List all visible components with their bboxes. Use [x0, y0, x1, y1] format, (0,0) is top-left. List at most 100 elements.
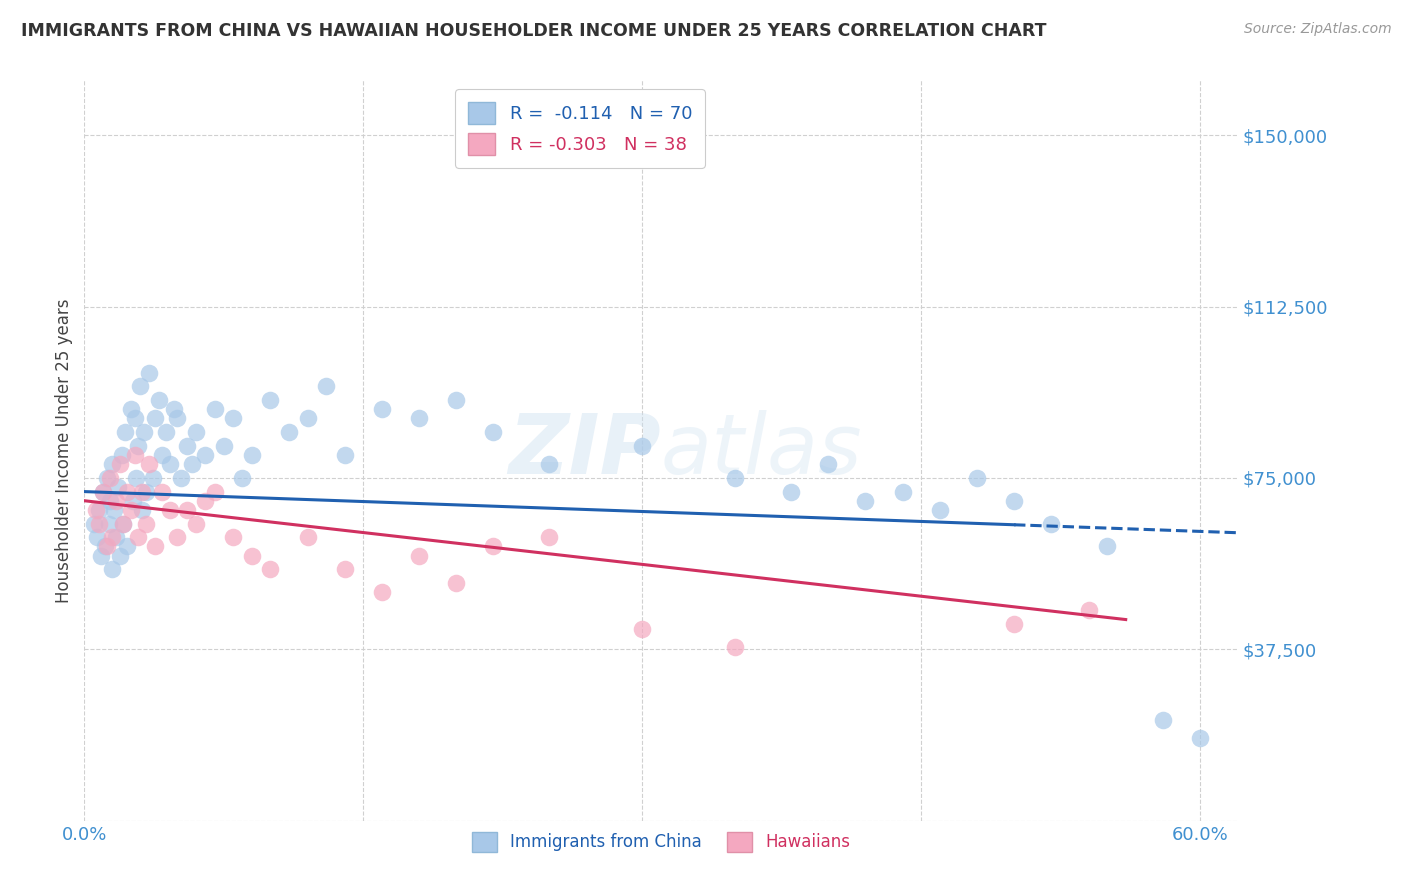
Point [1152, 713, 1174, 727]
Point [138, 457, 160, 471]
Point [482, 540, 505, 554]
Point [96, 540, 118, 554]
Point [176, 503, 198, 517]
Point [91, 484, 114, 499]
Point [135, 516, 157, 531]
Point [231, 471, 253, 485]
Point [631, 622, 654, 636]
Point [333, 448, 356, 462]
Point [194, 448, 217, 462]
Point [83, 516, 105, 531]
Point [112, 516, 135, 531]
Point [91, 484, 114, 499]
Point [103, 503, 125, 517]
Text: atlas: atlas [661, 410, 862, 491]
Point [90, 549, 112, 563]
Point [1189, 731, 1212, 746]
Point [162, 402, 184, 417]
Point [240, 549, 263, 563]
Point [181, 457, 204, 471]
Point [538, 457, 561, 471]
Point [333, 562, 356, 576]
Point [1002, 493, 1025, 508]
Point [166, 411, 188, 425]
Point [84, 503, 107, 517]
Point [446, 393, 468, 408]
Point [166, 530, 188, 544]
Point [138, 366, 160, 380]
Point [176, 439, 198, 453]
Point [104, 493, 127, 508]
Point [142, 471, 165, 485]
Point [159, 503, 181, 517]
Point [127, 530, 149, 544]
Point [143, 411, 166, 425]
Point [101, 562, 124, 576]
Point [115, 484, 138, 499]
Point [135, 484, 157, 499]
Point [240, 448, 263, 462]
Point [131, 503, 153, 517]
Point [120, 402, 142, 417]
Point [966, 471, 988, 485]
Point [184, 516, 207, 531]
Point [100, 471, 122, 485]
Point [408, 411, 430, 425]
Point [125, 471, 148, 485]
Point [108, 549, 131, 563]
Point [724, 640, 747, 654]
Point [446, 576, 468, 591]
Point [129, 379, 152, 393]
Point [100, 493, 122, 508]
Point [928, 503, 950, 517]
Point [853, 493, 876, 508]
Point [482, 425, 505, 440]
Point [124, 411, 146, 425]
Point [124, 448, 146, 462]
Point [104, 530, 127, 544]
Point [194, 493, 217, 508]
Point [132, 425, 155, 440]
Point [115, 540, 138, 554]
Point [107, 480, 129, 494]
Point [110, 448, 132, 462]
Point [277, 425, 299, 440]
Legend: Immigrants from China, Hawaiians: Immigrants from China, Hawaiians [464, 823, 858, 861]
Point [408, 549, 430, 563]
Point [96, 471, 118, 485]
Point [204, 402, 226, 417]
Text: ZIP: ZIP [508, 410, 661, 491]
Point [131, 484, 153, 499]
Point [204, 484, 226, 499]
Point [780, 484, 803, 499]
Point [127, 439, 149, 453]
Point [112, 516, 135, 531]
Point [114, 425, 136, 440]
Point [101, 530, 124, 544]
Point [371, 402, 394, 417]
Point [222, 411, 245, 425]
Point [538, 530, 561, 544]
Point [120, 503, 142, 517]
Y-axis label: Householder Income Under 25 years: Householder Income Under 25 years [55, 298, 73, 603]
Point [184, 425, 207, 440]
Point [297, 411, 319, 425]
Point [159, 457, 181, 471]
Point [97, 516, 120, 531]
Text: Source: ZipAtlas.com: Source: ZipAtlas.com [1244, 22, 1392, 37]
Point [1040, 516, 1063, 531]
Point [371, 585, 394, 599]
Point [94, 540, 117, 554]
Point [121, 493, 143, 508]
Point [89, 516, 111, 531]
Point [222, 530, 245, 544]
Point [259, 562, 281, 576]
Point [108, 457, 131, 471]
Point [1002, 617, 1025, 632]
Point [212, 439, 235, 453]
Point [891, 484, 914, 499]
Point [148, 393, 170, 408]
Point [170, 471, 193, 485]
Text: IMMIGRANTS FROM CHINA VS HAWAIIAN HOUSEHOLDER INCOME UNDER 25 YEARS CORRELATION : IMMIGRANTS FROM CHINA VS HAWAIIAN HOUSEH… [21, 22, 1046, 40]
Point [259, 393, 281, 408]
